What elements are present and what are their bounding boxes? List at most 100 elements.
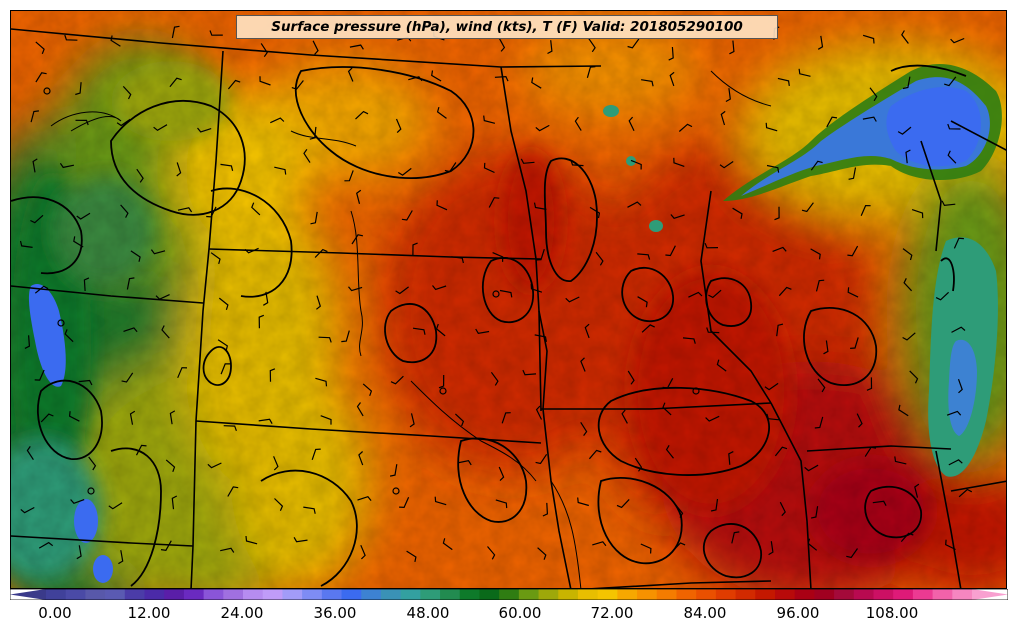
wind-barb <box>70 499 85 505</box>
colorbar-cell <box>400 589 421 600</box>
wind-barb <box>269 368 276 382</box>
wind-barb <box>862 116 877 122</box>
wind-barb <box>950 37 965 44</box>
colorbar-cell <box>538 589 559 600</box>
wind-barb <box>494 75 509 82</box>
wind-barb <box>902 332 916 341</box>
wind-barb <box>488 197 500 208</box>
wind-barb <box>766 413 780 421</box>
wind-barb <box>177 367 188 379</box>
wind-barb <box>640 543 652 554</box>
wind-barb <box>951 326 966 333</box>
wind-barb <box>395 118 402 134</box>
wind-barb <box>641 79 654 87</box>
wind-barb <box>116 118 131 127</box>
colorbar-tick-label: 84.00 <box>683 604 727 622</box>
wind-barb <box>129 410 136 425</box>
wind-barb <box>909 370 919 384</box>
wind-barb <box>351 234 364 245</box>
colorbar-extend-high <box>972 589 1008 600</box>
wind-barb <box>807 538 818 551</box>
wind-barb <box>318 336 332 343</box>
wind-barb <box>947 123 961 130</box>
wind-barb <box>169 410 176 425</box>
wind-barb <box>678 123 693 132</box>
wind-barb <box>627 38 640 49</box>
wind-barb <box>903 278 913 292</box>
colorbar-cell <box>577 589 599 600</box>
wind-barb <box>905 149 911 164</box>
colorbar-cell <box>932 589 953 600</box>
wind-barb <box>495 499 508 509</box>
wind-barb <box>110 35 121 47</box>
wind-barb <box>535 249 545 261</box>
colorbar-cell <box>85 589 106 600</box>
wind-barb <box>810 248 821 260</box>
wind-barb <box>774 446 788 457</box>
wind-barb <box>498 466 505 482</box>
wind-barb <box>662 378 674 389</box>
wind-barb <box>75 82 82 96</box>
wind-barb <box>30 110 39 123</box>
colorbar-cell <box>558 589 579 600</box>
wind-barb <box>947 150 957 164</box>
wind-barb <box>122 85 132 100</box>
wind-barb <box>530 283 543 293</box>
wind-barb <box>19 240 33 248</box>
wind-barb <box>777 77 790 86</box>
wind-barb <box>435 323 446 337</box>
wind-barb <box>348 286 363 292</box>
wind-barb <box>273 456 279 471</box>
wind-barb <box>64 329 74 343</box>
wind-barb <box>535 124 550 132</box>
wind-barb <box>259 76 271 86</box>
wind-barb <box>817 35 824 50</box>
wind-barb <box>586 66 596 78</box>
wind-barb <box>815 279 825 292</box>
wind-barb <box>621 409 628 424</box>
wind-barb <box>360 544 366 560</box>
wind-barb <box>941 200 956 207</box>
colorbar-extend-low <box>10 589 46 600</box>
wind-barb <box>577 497 589 507</box>
colorbar-cell <box>656 589 678 600</box>
wind-barb <box>206 206 217 218</box>
wind-barb <box>580 421 588 436</box>
wind-barb <box>704 242 719 249</box>
wind-barb <box>725 88 731 103</box>
wind-barb <box>34 285 49 294</box>
wind-barb <box>303 506 316 514</box>
colorbar-tick-labels: 0.00 12.00 24.00 36.00 48.00 60.00 72.00… <box>0 601 1018 627</box>
wind-barb <box>434 496 447 506</box>
wind-barb <box>316 295 321 310</box>
colorbar-cell <box>873 589 894 600</box>
wind-barb <box>595 251 604 266</box>
colorbar-tick-label: 60.00 <box>498 604 542 622</box>
colorbar-cell <box>223 589 244 600</box>
wind-barb <box>628 116 635 131</box>
wind-barb <box>274 166 287 175</box>
wind-barb <box>574 116 582 131</box>
wind-barb <box>217 339 228 351</box>
wind-barb <box>401 210 413 221</box>
wind-barb <box>444 162 457 173</box>
wind-barb <box>438 374 445 389</box>
wind-barb <box>584 323 590 339</box>
wind-barb <box>399 497 410 509</box>
wind-barb <box>869 87 878 102</box>
colorbar-tick-label: 72.00 <box>590 604 634 622</box>
colorbar-tick-label: 12.00 <box>127 604 171 622</box>
wind-barb <box>673 157 685 167</box>
wind-barb <box>948 459 963 466</box>
wind-barb <box>768 541 774 556</box>
wind-barb <box>408 76 423 82</box>
colorbar-cell <box>912 589 934 600</box>
wind-barb <box>293 537 308 543</box>
wind-barb <box>616 498 630 509</box>
colorbar-cell <box>420 589 441 600</box>
wind-barb <box>312 40 319 55</box>
wind-barb <box>542 502 549 517</box>
colorbar-cell <box>341 589 362 600</box>
wind-barb <box>176 162 182 177</box>
wind-barb <box>902 76 911 90</box>
